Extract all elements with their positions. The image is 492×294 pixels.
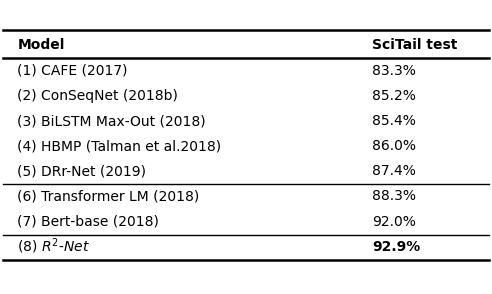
Text: (7) Bert-base (2018): (7) Bert-base (2018) [17, 215, 159, 228]
Text: 88.3%: 88.3% [372, 189, 416, 203]
Text: 86.0%: 86.0% [372, 139, 416, 153]
Text: (4) HBMP (Talman et al.2018): (4) HBMP (Talman et al.2018) [17, 139, 221, 153]
Text: (6) Transformer LM (2018): (6) Transformer LM (2018) [17, 189, 200, 203]
Text: (2) ConSeqNet (2018b): (2) ConSeqNet (2018b) [17, 89, 178, 103]
Text: (5) DRr-Net (2019): (5) DRr-Net (2019) [17, 164, 147, 178]
Text: 85.2%: 85.2% [372, 89, 416, 103]
Text: (8) $R^2$-$\it{Net}$: (8) $R^2$-$\it{Net}$ [17, 237, 91, 256]
Text: (3) BiLSTM Max-Out (2018): (3) BiLSTM Max-Out (2018) [17, 114, 206, 128]
Text: 83.3%: 83.3% [372, 64, 416, 78]
Text: 92.9%: 92.9% [372, 240, 421, 254]
Text: 85.4%: 85.4% [372, 114, 416, 128]
Text: Model: Model [17, 38, 65, 52]
Text: 87.4%: 87.4% [372, 164, 416, 178]
Text: SciTail test: SciTail test [372, 38, 458, 52]
Text: (1) CAFE (2017): (1) CAFE (2017) [17, 64, 128, 78]
Text: 92.0%: 92.0% [372, 215, 416, 228]
